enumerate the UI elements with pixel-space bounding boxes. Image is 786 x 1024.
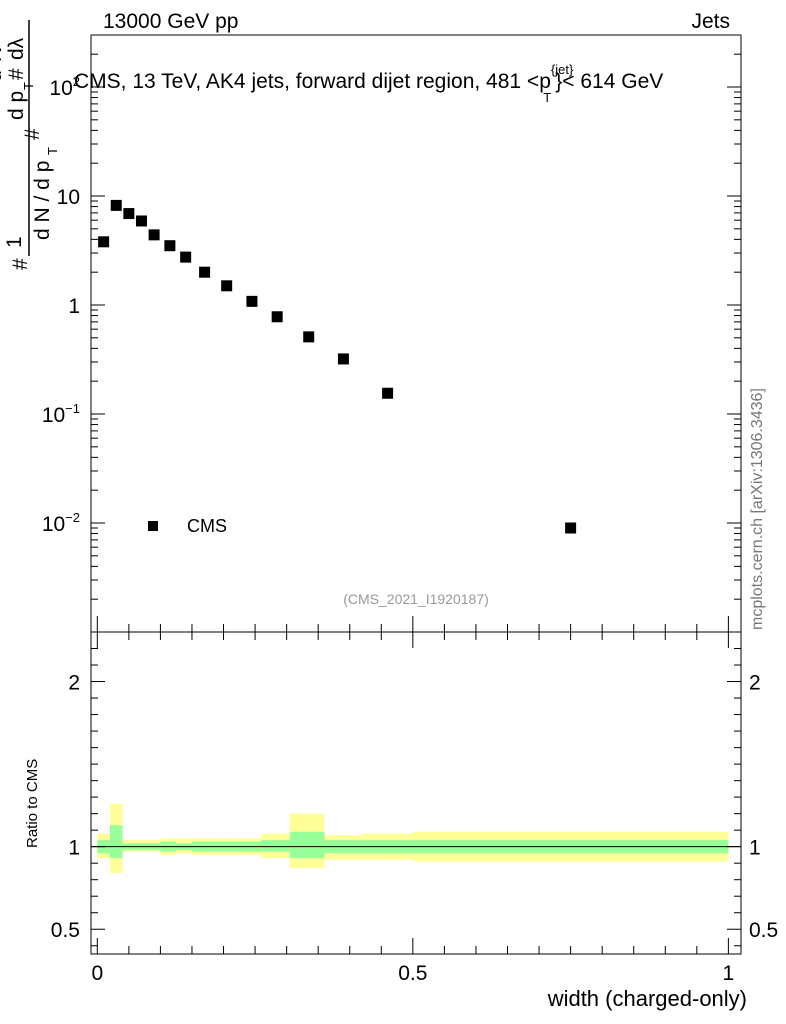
tick-base: 10 — [49, 77, 72, 100]
main-title: CMS, 13 TeV, AK4 jets, forward dijet reg… — [74, 62, 663, 105]
legend-label: CMS — [187, 516, 227, 536]
main-title-sup: {jet} — [551, 62, 574, 77]
ratio-band-inner — [289, 831, 325, 859]
ratio-bands — [97, 803, 729, 874]
main-y-tick-label: 10−1 — [42, 401, 80, 427]
tick-exp: −2 — [65, 510, 80, 525]
main-data-points — [98, 199, 577, 534]
main-y-tick-label: 10 — [57, 186, 80, 209]
ratio-x-axis: 0 0.5 1 — [91, 632, 734, 985]
ylabel-dn: d N / d p — [31, 161, 54, 240]
ratio-y-tick-label-right: 0.5 — [749, 919, 778, 942]
tick-base: 10 — [42, 404, 65, 427]
cms-data-point — [382, 387, 394, 399]
ylabel-hash1: # — [9, 258, 32, 270]
cms-data-point — [221, 280, 233, 292]
main-y-tick-label: 1 — [68, 295, 80, 318]
ratio-y-axis: 0.5 0.5 1 1 2 2 — [51, 648, 778, 947]
ratio-y-tick-label-left: 2 — [68, 672, 80, 695]
tick-base: 10 — [42, 513, 65, 536]
ratio-y-tick-label-left: 0.5 — [51, 919, 80, 942]
cms-data-point — [303, 331, 315, 343]
cms-data-point — [565, 522, 577, 534]
main-y-label: # 1 d N / d p T # d 2 N d p T # dλ — [0, 20, 60, 270]
cms-data-point — [337, 353, 349, 365]
legend-marker — [148, 521, 158, 531]
ratio-y-tick-label-right: 2 — [749, 672, 761, 695]
ylabel-dlambda: dλ — [5, 37, 28, 60]
tick-exp: 2 — [73, 74, 80, 89]
analysis-tag: (CMS_2021_I1920187) — [343, 591, 489, 607]
header-left: 13000 GeV pp — [103, 10, 238, 33]
main-x-ticks — [96, 616, 729, 632]
watermark: mcplots.cern.ch [arXiv:1306.3436] — [749, 388, 766, 630]
main-y-tick-label: 10−2 — [42, 510, 80, 536]
cms-data-point — [123, 208, 135, 220]
cms-data-point — [135, 215, 147, 227]
cms-data-point — [246, 295, 258, 307]
ratio-y-tick-label-right: 1 — [749, 837, 761, 860]
cms-data-point — [199, 266, 211, 278]
cms-data-point — [180, 251, 192, 263]
ratio-band-inner — [109, 825, 123, 859]
tick-exp: −1 — [65, 401, 80, 416]
ylabel-t1: T — [45, 147, 60, 155]
ylabel-hash2: # — [21, 128, 44, 140]
header-right: Jets — [691, 10, 730, 33]
x-tick-label: 0.5 — [398, 962, 427, 985]
ylabel-hash3: # — [5, 68, 28, 80]
ratio-y-label: Ratio to CMS — [24, 759, 41, 848]
ylabel-dpt: d p — [5, 91, 28, 120]
cms-data-point — [164, 240, 176, 252]
ylabel-one: 1 — [3, 236, 26, 248]
ylabel-d2: d — [0, 70, 6, 82]
cms-data-point — [148, 229, 160, 241]
main-title-text: CMS, 13 TeV, AK4 jets, forward dijet reg… — [74, 70, 551, 93]
main-title-end: }< 614 GeV — [555, 70, 663, 93]
cms-data-point — [98, 236, 110, 248]
ratio-frame — [90, 631, 742, 955]
ratio-band-inner — [261, 840, 290, 852]
x-axis-label: width (charged-only) — [547, 986, 747, 1011]
ylabel-t2: T — [21, 82, 36, 90]
main-title-sub: T — [543, 90, 551, 105]
main-y-tick-label: 102 — [49, 74, 80, 100]
ratio-y-tick-label-left: 1 — [68, 837, 80, 860]
main-frame — [90, 34, 742, 633]
ylabel-n: N — [0, 47, 6, 62]
x-tick-label: 0 — [91, 962, 103, 985]
cms-data-point — [271, 311, 283, 323]
x-tick-label: 1 — [723, 962, 735, 985]
cms-data-point — [110, 199, 122, 211]
